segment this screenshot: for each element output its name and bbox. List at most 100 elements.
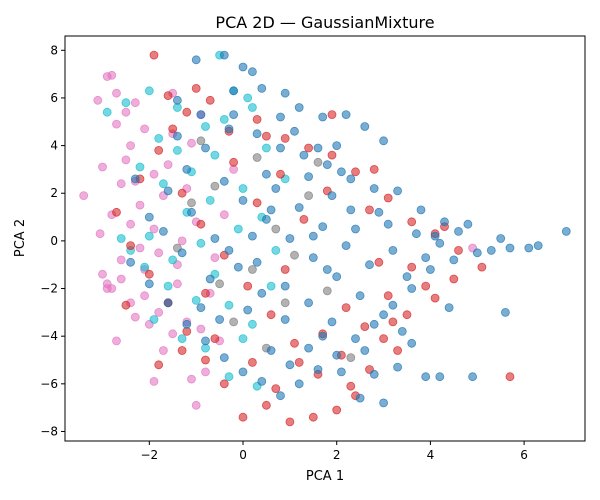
- x-tick-label: 4: [427, 448, 435, 462]
- scatter-point: [252, 198, 262, 208]
- scatter-point: [98, 269, 107, 279]
- scatter-point: [121, 107, 131, 117]
- scatter-point: [416, 205, 426, 215]
- scatter-point: [360, 122, 370, 131]
- scatter-point: [355, 393, 365, 403]
- scatter-point: [280, 88, 290, 98]
- scatter-point: [285, 234, 295, 243]
- scatter-point: [383, 193, 393, 203]
- scatter-point: [252, 129, 262, 139]
- scatter-point: [299, 150, 309, 160]
- scatter-point: [360, 346, 370, 355]
- scatter-point: [351, 224, 360, 234]
- scatter-point: [98, 162, 107, 172]
- scatter-point: [252, 257, 262, 267]
- scatter-point: [318, 331, 328, 341]
- scatter-point: [149, 376, 159, 386]
- scatter-point: [224, 300, 234, 310]
- scatter-point: [210, 253, 220, 263]
- scatter-point: [121, 98, 131, 108]
- scatter-point: [182, 319, 192, 329]
- scatter-point: [304, 172, 314, 182]
- scatter-point: [313, 157, 323, 167]
- scatter-point: [182, 164, 192, 174]
- scatter-point: [308, 231, 318, 241]
- scatter-point: [341, 110, 351, 119]
- scatter-point: [95, 229, 105, 239]
- scatter-point: [201, 143, 210, 153]
- scatter-point: [144, 269, 154, 279]
- scatter-point: [210, 150, 220, 160]
- scatter-point: [243, 93, 253, 103]
- scatter-point: [196, 303, 206, 313]
- scatter-point: [163, 186, 173, 196]
- x-tick-label: −2: [140, 448, 158, 462]
- scatter-point: [477, 262, 487, 272]
- scatter-point: [196, 136, 206, 146]
- scatter-point: [247, 265, 257, 274]
- scatter-point: [524, 243, 534, 253]
- scatter-point: [140, 291, 150, 301]
- scatter-point: [182, 107, 192, 117]
- scatter-point: [224, 124, 234, 134]
- scatter-point: [205, 95, 215, 105]
- scatter-point: [233, 262, 243, 272]
- scatter-point: [369, 369, 379, 379]
- scatter-point: [332, 141, 342, 151]
- scatter-point: [421, 281, 431, 291]
- scatter-point: [402, 310, 412, 320]
- scatter-point: [112, 119, 121, 129]
- scatter-point: [379, 310, 389, 320]
- scatter-point: [261, 400, 271, 410]
- scatter-point: [379, 136, 389, 146]
- scatter-point: [154, 145, 164, 155]
- scatter-point: [107, 70, 117, 80]
- scatter-point: [505, 243, 515, 253]
- x-axis-label: PCA 1: [306, 469, 344, 484]
- scatter-point: [201, 288, 210, 298]
- scatter-point: [140, 262, 150, 272]
- scatter-point: [444, 303, 454, 313]
- scatter-point: [285, 417, 295, 427]
- scatter-point: [243, 305, 253, 315]
- scatter-point: [168, 329, 178, 339]
- scatter-point: [322, 265, 332, 274]
- scatter-point: [425, 265, 435, 274]
- scatter-point: [276, 112, 285, 122]
- scatter-point: [238, 184, 248, 193]
- x-tick-label: 0: [239, 448, 247, 462]
- scatter-point: [261, 169, 271, 179]
- scatter-point: [121, 300, 131, 310]
- scatter-point: [112, 88, 121, 98]
- scatter-point: [196, 110, 206, 119]
- scatter-point: [327, 317, 337, 327]
- scatter-point: [177, 248, 187, 258]
- scatter-point: [205, 274, 215, 284]
- scatter-point: [472, 248, 482, 258]
- scatter-point: [533, 241, 543, 251]
- scatter-point: [144, 231, 154, 241]
- scatter-point: [430, 293, 440, 303]
- scatter-point: [158, 226, 168, 236]
- scatter-point: [247, 231, 257, 241]
- y-tick-label: −4: [40, 329, 58, 343]
- scatter-point: [247, 357, 257, 367]
- scatter-point: [276, 143, 285, 153]
- scatter-point: [102, 284, 112, 293]
- scatter-point: [327, 150, 337, 160]
- scatter-point: [172, 131, 182, 141]
- scatter-point: [116, 255, 126, 265]
- scatter-point: [126, 141, 136, 151]
- scatter-point: [247, 67, 257, 77]
- scatter-point: [271, 224, 281, 234]
- scatter-point: [290, 250, 299, 260]
- scatter-point: [219, 115, 229, 124]
- scatter-point: [276, 391, 285, 401]
- scatter-point: [407, 217, 417, 227]
- scatter-point: [351, 334, 360, 344]
- scatter-point: [201, 355, 210, 365]
- scatter-point: [561, 226, 571, 236]
- scatter-point: [332, 272, 342, 282]
- scatter-point: [266, 205, 276, 215]
